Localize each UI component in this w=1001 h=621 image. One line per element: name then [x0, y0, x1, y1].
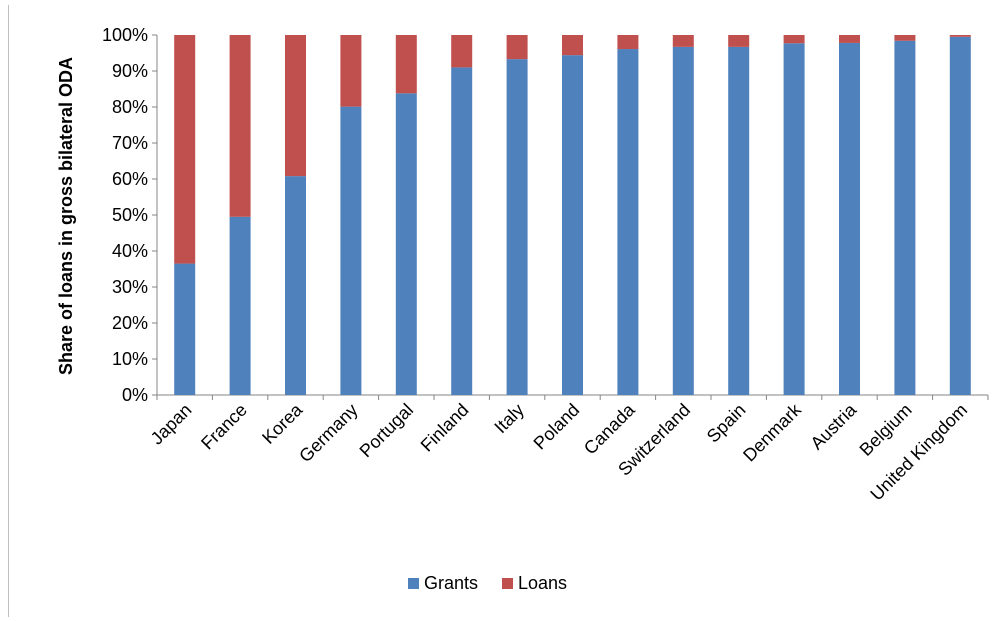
bar-loans-switzerland	[672, 35, 694, 47]
y-tick-labels: 0% 10% 20% 30% 40% 50% 60% 70% 80% 90% 100%	[102, 25, 148, 405]
bar-loans-japan	[174, 35, 196, 264]
x-category-label: Spain	[703, 400, 750, 447]
y-tick-label: 10%	[112, 349, 148, 369]
y-tick-label: 0%	[122, 385, 148, 405]
x-category-label: United Kingdom	[866, 400, 971, 505]
x-category-label: Poland	[530, 400, 584, 454]
bar-loans-finland	[451, 35, 473, 68]
bar-grants-belgium	[894, 40, 916, 395]
x-category-label: Italy	[490, 400, 527, 437]
y-tick-label: 40%	[112, 241, 148, 261]
y-tick-label: 20%	[112, 313, 148, 333]
bar-grants-canada	[617, 49, 639, 395]
bar-loans-united-kingdom	[949, 35, 971, 37]
bar-grants-spain	[728, 46, 750, 395]
bar-loans-portugal	[395, 35, 417, 94]
y-tick-label: 50%	[112, 205, 148, 225]
x-category-label: Portugal	[356, 400, 418, 462]
bar-loans-denmark	[783, 35, 805, 44]
x-category-label: France	[197, 400, 251, 454]
x-category-label: Denmark	[739, 399, 805, 465]
x-category-label: Japan	[147, 400, 196, 449]
legend-label-grants: Grants	[424, 573, 478, 593]
bar-loans-canada	[617, 35, 639, 50]
bar-loans-belgium	[894, 35, 916, 41]
bar-grants-italy	[506, 59, 528, 396]
legend-label-loans: Loans	[518, 573, 567, 593]
chart-frame	[8, 5, 999, 617]
bar-loans-poland	[562, 35, 583, 56]
bar-loans-spain	[728, 35, 750, 47]
y-tick-label: 100%	[102, 25, 148, 45]
bar-loans-austria	[839, 35, 860, 43]
x-category-label: Korea	[258, 399, 307, 448]
bar-grants-poland	[562, 55, 583, 395]
y-axis-title: Share of loans in gross bilateral ODA	[56, 57, 76, 375]
y-tick-label: 80%	[112, 97, 148, 117]
bar-grants-japan	[174, 263, 196, 395]
bars	[174, 35, 971, 396]
y-tick-label: 30%	[112, 277, 148, 297]
x-category-label: Finland	[417, 400, 473, 456]
bar-loans-france	[229, 35, 251, 217]
bar-grants-portugal	[395, 93, 417, 395]
y-tick-label: 60%	[112, 169, 148, 189]
y-tick-label: 70%	[112, 133, 148, 153]
bar-grants-denmark	[783, 43, 805, 395]
legend-swatch-loans	[502, 578, 513, 589]
y-tick-label: 90%	[112, 61, 148, 81]
bar-loans-germany	[340, 35, 362, 107]
x-category-label: Austria	[807, 399, 861, 453]
bar-loans-italy	[506, 35, 528, 60]
bar-grants-united-kingdom	[949, 36, 971, 396]
legend: Grants Loans	[408, 573, 567, 593]
bar-grants-france	[229, 216, 251, 395]
legend-swatch-grants	[408, 578, 419, 589]
bar-grants-finland	[451, 67, 473, 396]
bar-grants-korea	[285, 176, 306, 395]
bar-grants-germany	[340, 106, 362, 395]
bar-grants-switzerland	[672, 46, 694, 395]
x-category-label: Germany	[295, 400, 361, 466]
bar-loans-korea	[285, 35, 306, 177]
bar-grants-austria	[839, 42, 860, 396]
